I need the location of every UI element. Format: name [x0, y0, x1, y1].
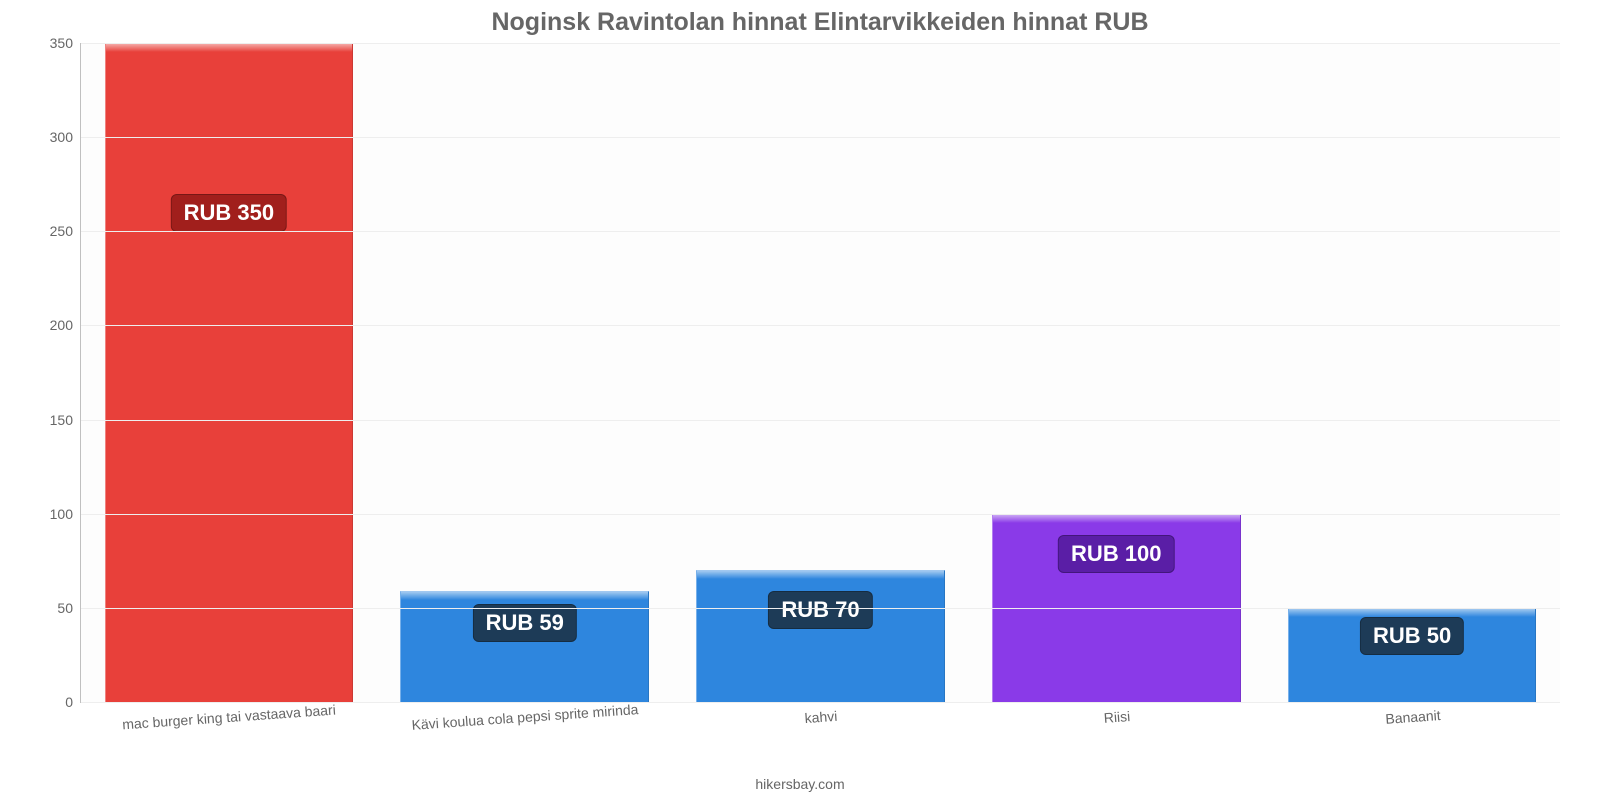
y-tick-label: 150 [31, 412, 73, 428]
chart-title: Noginsk Ravintolan hinnat Elintarvikkeid… [80, 8, 1560, 37]
y-tick-label: 200 [31, 317, 73, 333]
y-tick-label: 100 [31, 506, 73, 522]
bar-highlight [401, 592, 647, 600]
grid-line [81, 43, 1560, 44]
price-bar-chart: Noginsk Ravintolan hinnat Elintarvikkeid… [0, 0, 1600, 800]
bars-container: RUB 350 RUB 59 RUB 70 RUB 100 RUB 50 [81, 43, 1560, 702]
y-tick-label: 50 [31, 600, 73, 616]
bar-slot: RUB 100 [968, 43, 1264, 702]
grid-line [81, 514, 1560, 515]
value-label: RUB 59 [473, 604, 577, 642]
x-axis-label: Riisi [968, 693, 1267, 764]
grid-line [81, 608, 1560, 609]
value-label: RUB 70 [768, 591, 872, 629]
x-axis-label: kahvi [672, 693, 971, 764]
bar: RUB 350 [105, 43, 353, 702]
y-tick-label: 0 [31, 694, 73, 710]
bar-highlight [1289, 609, 1535, 617]
bar-highlight [697, 571, 943, 579]
bar-slot: RUB 350 [81, 43, 377, 702]
value-label: RUB 100 [1058, 535, 1174, 573]
y-tick-label: 250 [31, 223, 73, 239]
bar-highlight [106, 44, 352, 52]
x-axis-label: Kävi koulua cola pepsi sprite mirinda [376, 693, 675, 764]
value-label: RUB 50 [1360, 617, 1464, 655]
grid-line [81, 231, 1560, 232]
bar-slot: RUB 59 [377, 43, 673, 702]
bar: RUB 50 [1288, 608, 1536, 702]
x-axis-label: mac burger king tai vastaava baari [80, 693, 379, 764]
grid-line [81, 420, 1560, 421]
y-tick-label: 300 [31, 129, 73, 145]
bar-highlight [993, 515, 1239, 523]
plot-area: RUB 350RUB 59RUB 70RUB 100RUB 50 0501001… [80, 43, 1560, 703]
attribution-text: hikersbay.com [0, 776, 1600, 792]
bar-slot: RUB 70 [673, 43, 969, 702]
grid-line [81, 137, 1560, 138]
x-axis-label: Banaanit [1264, 693, 1563, 764]
grid-line [81, 325, 1560, 326]
x-axis-labels: mac burger king tai vastaava baariKävi k… [80, 703, 1560, 753]
bar: RUB 70 [696, 570, 944, 702]
y-tick-label: 350 [31, 35, 73, 51]
bar-slot: RUB 50 [1264, 43, 1560, 702]
value-label: RUB 350 [171, 194, 287, 232]
